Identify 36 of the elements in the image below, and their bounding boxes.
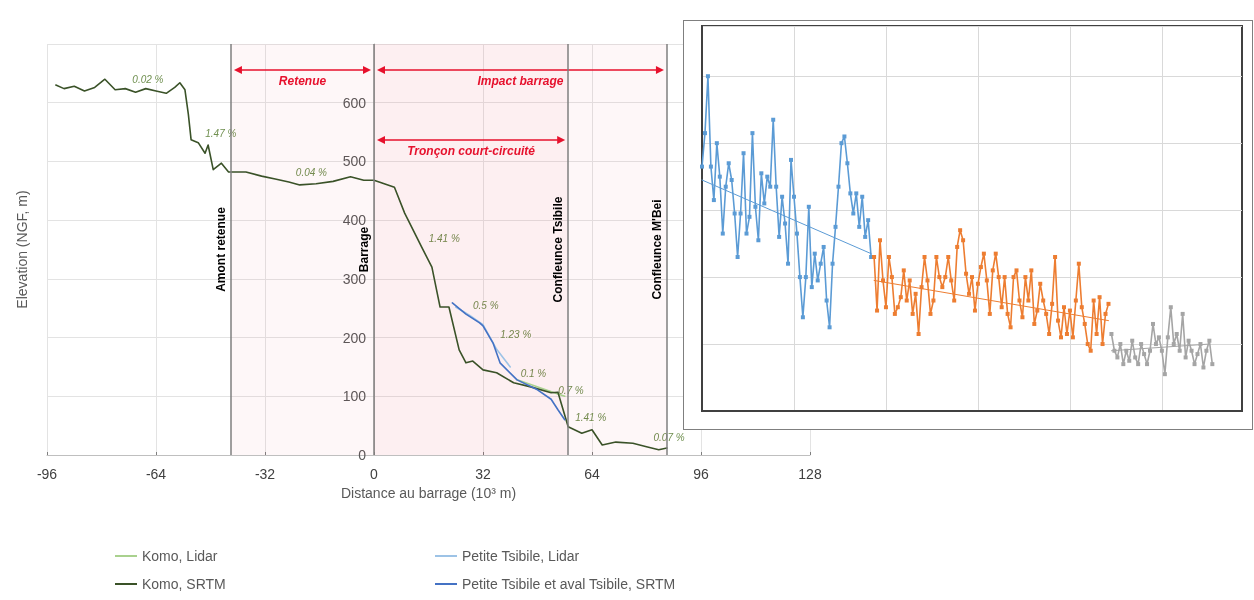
annotation: 0.04 % [295,167,328,179]
band-label: Retenue [278,74,327,88]
band-label: Impact barrage [477,74,564,88]
y-tick-label: 600 [342,94,367,111]
y-axis-title: Elevation (NGF, m) [14,190,30,309]
annotation: 0.02 % [132,74,164,86]
annotation: 1.41 % [428,232,460,244]
y-tick-label: 200 [342,329,367,346]
ref-line-label: Barrage [357,226,371,273]
y-tick-label: 500 [342,153,367,170]
annotation: 0.1 % [520,368,547,380]
annotation: 0.5 % [472,299,499,311]
ref-line-label: Amont retenue [213,206,228,292]
annotation: 0.07 % [653,432,685,444]
x-axis-title: Distance au barrage (10³ m) [340,484,517,501]
band-label: Tronçon court-circuité [407,144,536,158]
x-tick-label: -96 [36,466,58,482]
x-tick-label: 96 [693,466,709,482]
x-tick-label: 64 [584,466,600,482]
y-tick-label: 0 [358,447,367,463]
legend-label: Komo, Lidar [142,548,218,564]
x-tick-label: 128 [798,466,822,482]
annotation: 1.23 % [500,328,532,340]
x-tick-label: -32 [254,466,276,482]
legend-label: Komo, SRTM [142,576,226,592]
annotation: 1.41 % [575,412,607,424]
legend-label: Petite Tsibile, Lidar [462,548,580,564]
annotation: 0.7 % [558,384,584,396]
ref-line-label: Confleunce M'Bei [649,199,664,300]
y-tick-label: 100 [342,388,367,405]
legend-label: Petite Tsibile et aval Tsibile, SRTM [462,576,676,592]
x-tick-label: 32 [475,466,491,482]
x-tick-label: 0 [370,466,379,482]
x-tick-label: -64 [145,466,167,482]
ref-line-label: Confleunce Tsibile [551,196,566,303]
annotation: 1.47 % [205,128,237,140]
